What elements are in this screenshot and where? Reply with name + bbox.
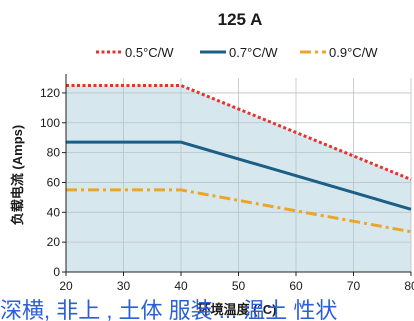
- y-tick-label: 80: [47, 146, 61, 160]
- x-tick-label: 30: [117, 279, 131, 293]
- y-tick-label: 0: [53, 265, 60, 279]
- x-tick-label: 40: [174, 279, 188, 293]
- legend-label-1: 0.5°C/W: [125, 45, 174, 60]
- y-ticks: 0 20 40 60 80 100 120: [40, 86, 66, 279]
- y-tick-label: 120: [40, 86, 60, 100]
- series-line-3: [66, 188, 412, 234]
- series-lines: [66, 83, 412, 234]
- series-line-2: [66, 140, 412, 211]
- x-tick-label: 70: [347, 279, 361, 293]
- legend-label-3: 0.9°C/W: [329, 45, 378, 60]
- x-ticks: 20 30 40 50 60 70 80: [59, 272, 414, 293]
- x-tick-label: 50: [232, 279, 246, 293]
- legend: 0.5°C/W 0.7°C/W 0.9°C/W: [96, 45, 378, 60]
- overlay-text: 深横, 非上 , 土体 服装 ... 温土 性状: [0, 298, 337, 321]
- y-axis-label: 负载电流 (Amps): [10, 125, 25, 225]
- x-axis-label: 环境温度 (°C): [198, 302, 277, 317]
- x-tick-label: 80: [404, 279, 414, 293]
- y-tick-label: 40: [47, 205, 61, 219]
- x-tick-label: 20: [59, 279, 73, 293]
- y-tick-label: 60: [47, 175, 61, 189]
- legend-label-2: 0.7°C/W: [229, 45, 278, 60]
- series-line-1: [66, 83, 412, 181]
- y-tick-label: 20: [47, 235, 61, 249]
- y-tick-label: 100: [40, 116, 60, 130]
- x-tick-label: 60: [289, 279, 303, 293]
- plot-area: [65, 78, 412, 273]
- chart-title: 125 A: [218, 10, 263, 29]
